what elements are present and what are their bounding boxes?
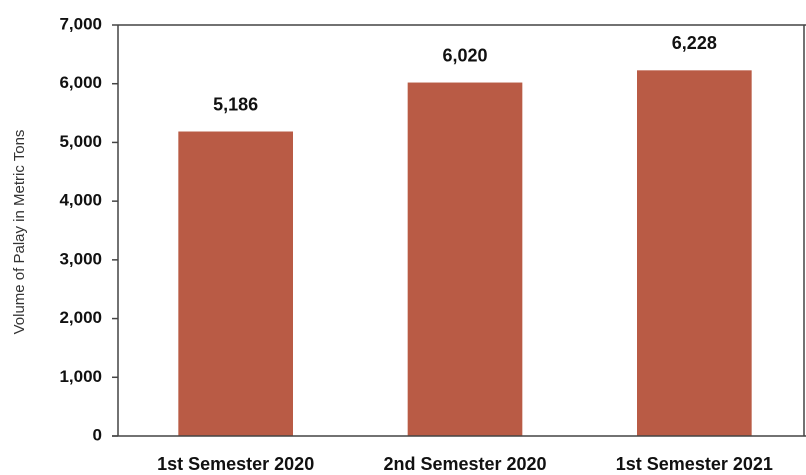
y-tick-label: 5,000 [59,132,102,151]
y-axis-label: Volume of Palay in Metric Tons [11,130,28,335]
bar [178,131,293,436]
y-tick-label: 6,000 [59,73,102,92]
y-tick-label: 1,000 [59,367,102,386]
y-tick-label: 2,000 [59,308,102,327]
y-tick-label: 3,000 [59,249,102,268]
x-tick-label: 1st Semester 2020 [157,454,314,474]
y-tick-label: 0 [93,425,102,444]
bar [637,70,752,437]
x-tick-label: 1st Semester 2021 [616,454,773,474]
data-label: 6,020 [442,45,487,65]
x-tick-label: 2nd Semester 2020 [383,454,546,474]
y-tick-label: 7,000 [59,14,102,33]
data-label: 5,186 [213,94,258,114]
bar [407,82,523,436]
data-label: 6,228 [672,33,717,53]
y-tick-label: 4,000 [59,191,102,210]
